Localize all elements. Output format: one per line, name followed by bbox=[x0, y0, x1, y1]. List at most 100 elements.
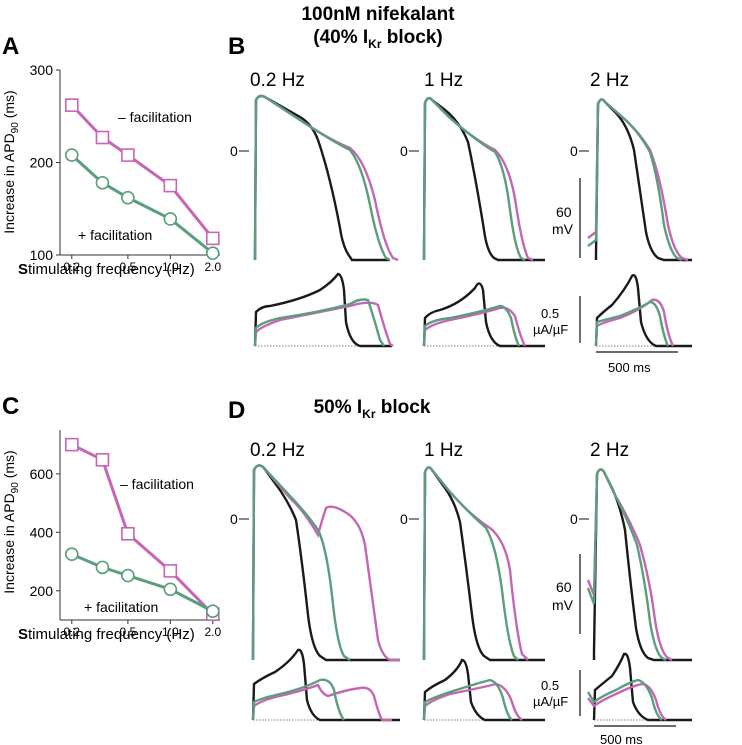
panel-b-current-minus-0p2 bbox=[253, 301, 394, 347]
panel-b-zero-marker-0p2: 0 bbox=[230, 143, 249, 159]
data-point-circle bbox=[121, 568, 135, 583]
svg-text:0.5: 0.5 bbox=[541, 306, 559, 321]
panel-d-current-control-2 bbox=[592, 652, 692, 722]
y-tick-label: 600 bbox=[30, 466, 54, 482]
panel-b-current-minus-1 bbox=[422, 306, 527, 347]
svg-text:500 ms: 500 ms bbox=[608, 360, 651, 375]
data-point-circle bbox=[95, 560, 110, 575]
y-axis-label: Increase in APD90 (ms) bbox=[1, 90, 21, 233]
panel-b-ap-minus-1 bbox=[422, 96, 534, 262]
svg-text:60: 60 bbox=[556, 204, 572, 220]
panel-b-current-plus-1 bbox=[422, 304, 521, 347]
panel-d-freq-label-0p2: 0.2 Hz bbox=[250, 440, 305, 461]
x-tick-label: 0.5 bbox=[120, 625, 137, 639]
svg-text:µA/µF: µA/µF bbox=[533, 322, 568, 337]
panel-d-title: 50% IKr block bbox=[314, 397, 431, 421]
panel-b-current-plus-0p2 bbox=[253, 298, 385, 347]
y-tick-label: 200 bbox=[30, 583, 54, 599]
panel-d-traces: 0.2 Hz 1 Hz 2 Hz 0 0 0 60 mV bbox=[230, 440, 692, 745]
panel-b-current-minus-2 bbox=[594, 298, 675, 347]
panel-b-title-line1: 100nM nifekalant bbox=[301, 4, 455, 25]
x-tick-label: 2.0 bbox=[204, 260, 221, 274]
svg-text:mV: mV bbox=[552, 597, 574, 613]
svg-text:0: 0 bbox=[570, 143, 578, 159]
panel-b-current-scalebar: 0.5 µA/µF bbox=[533, 296, 581, 343]
panel-b-zero-marker-2: 0 bbox=[570, 143, 589, 159]
data-point-square bbox=[121, 148, 135, 162]
chart-c: 200 400 600 0.2 0.5 1.0 2.0 Increase in APD90 (… bbox=[1, 430, 221, 643]
panel-b-ap-control-1 bbox=[422, 96, 545, 262]
panel-d-ap-control-2 bbox=[592, 468, 692, 662]
panel-b-voltage-scalebar: 60 mV bbox=[552, 178, 581, 258]
panel-b-zero-marker-1: 0 bbox=[400, 143, 419, 159]
x-tick-label: 0.2 bbox=[63, 625, 80, 639]
panel-b-current-control-1 bbox=[422, 282, 545, 348]
panel-letter-d: D bbox=[228, 397, 245, 424]
panel-b-title-line2: (40% IKr block) bbox=[313, 27, 443, 51]
data-point-square bbox=[163, 564, 178, 578]
panel-d-ap-plus-1 bbox=[422, 466, 519, 661]
panel-d-current-plus-0p2 bbox=[251, 678, 345, 721]
x-tick-label: 0.2 bbox=[63, 260, 80, 274]
x-tick-label: 2.0 bbox=[204, 625, 221, 639]
data-point-circle bbox=[163, 582, 178, 597]
x-axis-label: Stimulating frequency (Hz) bbox=[18, 626, 195, 643]
panel-d-ap-plus-0p2 bbox=[251, 464, 351, 661]
panel-d-ap-minus-2 bbox=[586, 468, 673, 662]
panel-b-freq-label-2: 2 Hz bbox=[590, 70, 629, 91]
panel-b-traces: 0.2 Hz 1 Hz 2 Hz 0 0 0 60 mV bbox=[230, 70, 692, 375]
panel-d-ap-plus-2 bbox=[586, 468, 667, 662]
panel-d-zero-marker-2: 0 bbox=[570, 511, 589, 527]
y-tick-label: 300 bbox=[30, 62, 54, 78]
x-tick-label: 1.0 bbox=[162, 260, 179, 274]
series-line bbox=[70, 104, 214, 240]
chart-a-legend-minus: – facilitation bbox=[118, 109, 192, 125]
svg-text:0.5: 0.5 bbox=[541, 678, 559, 693]
panel-d-current-control-0p2 bbox=[251, 648, 400, 722]
data-point-square bbox=[95, 453, 110, 467]
svg-text:0: 0 bbox=[230, 143, 238, 159]
panel-d-current-plus-1 bbox=[422, 678, 513, 721]
data-point-square bbox=[95, 130, 110, 145]
panel-d-freq-label-2: 2 Hz bbox=[590, 440, 629, 461]
panel-d-voltage-scalebar: 60 mV bbox=[552, 554, 581, 634]
series-line bbox=[71, 443, 214, 616]
svg-text:0: 0 bbox=[570, 511, 578, 527]
data-point-circle bbox=[95, 176, 110, 190]
panel-letter-a: A bbox=[2, 33, 19, 60]
panel-d-zero-marker-0p2: 0 bbox=[230, 511, 249, 527]
data-point-circle bbox=[205, 246, 220, 260]
data-point-square bbox=[64, 98, 79, 112]
panel-b-current-control-2 bbox=[594, 274, 692, 348]
panel-d-current-minus-2 bbox=[587, 682, 667, 721]
data-point-square bbox=[121, 526, 135, 541]
panel-b-current-plus-2 bbox=[594, 300, 670, 347]
svg-text:mV: mV bbox=[552, 221, 574, 237]
panel-d-current-minus-0p2 bbox=[251, 683, 392, 722]
data-point-circle bbox=[64, 148, 79, 162]
panel-d-time-scalebar: 500 ms bbox=[594, 725, 676, 745]
panel-d-ap-control-1 bbox=[422, 466, 545, 662]
svg-text:0: 0 bbox=[400, 143, 408, 159]
panel-b-ap-plus-1 bbox=[422, 96, 526, 262]
y-tick-label: 200 bbox=[30, 155, 54, 171]
panel-d-freq-label-1: 1 Hz bbox=[424, 440, 463, 461]
svg-text:60: 60 bbox=[556, 579, 572, 595]
x-axis-label: Stimulating frequency (Hz) bbox=[18, 261, 195, 278]
x-tick-label: 1.0 bbox=[162, 625, 179, 639]
panel-b-ap-control-2 bbox=[594, 98, 692, 262]
y-axis-label: Increase in APD90 (ms) bbox=[1, 450, 21, 593]
panel-b-freq-label-1: 1 Hz bbox=[424, 70, 463, 91]
panel-b-ap-control-0p2 bbox=[253, 94, 390, 262]
x-tick-label: 0.5 bbox=[120, 260, 137, 274]
data-point-circle bbox=[64, 547, 79, 562]
panel-d-zero-marker-1: 0 bbox=[400, 511, 419, 527]
panel-d-current-scalebar: 0.5 µA/µF bbox=[533, 670, 581, 716]
chart-c-legend-plus: + facilitation bbox=[84, 599, 158, 615]
panel-b-current-control-0p2 bbox=[253, 272, 392, 348]
panel-d-ap-minus-1 bbox=[422, 466, 529, 661]
svg-text:500 ms: 500 ms bbox=[600, 732, 643, 745]
data-point-circle bbox=[205, 604, 220, 619]
chart-c-legend-minus: – facilitation bbox=[120, 476, 194, 492]
